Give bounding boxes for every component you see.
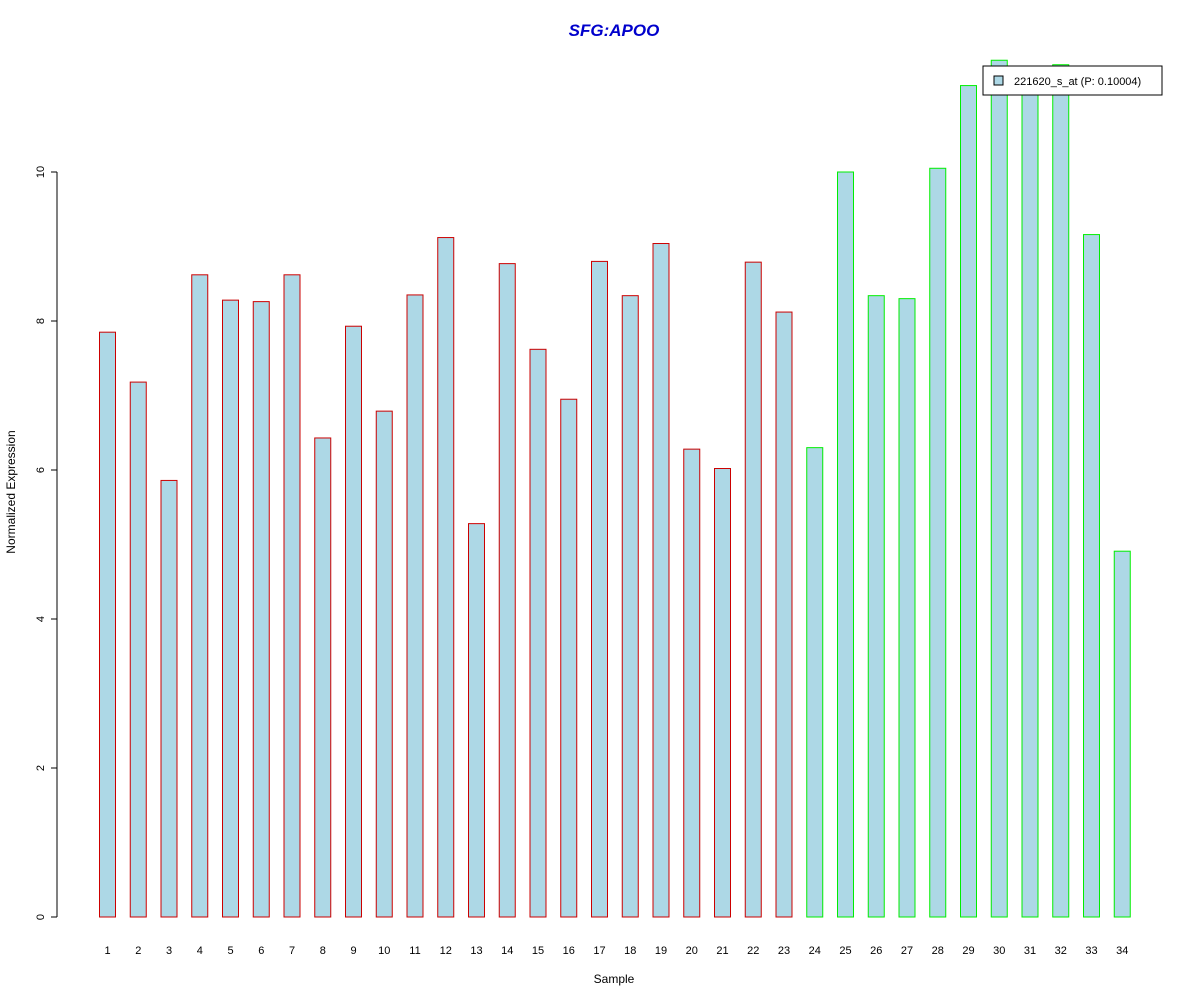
bar-sample-30 — [990, 59, 1008, 918]
y-tick-label: 10 — [35, 166, 47, 178]
x-tick-label: 8 — [320, 945, 326, 957]
bar-sample-23 — [775, 311, 793, 918]
bar-sample-28 — [929, 167, 947, 918]
bar-sample-19 — [652, 243, 670, 918]
y-tick-label: 0 — [35, 914, 47, 920]
x-tick-label: 19 — [655, 945, 667, 957]
x-tick-label: 4 — [197, 945, 203, 957]
bar-sample-21 — [714, 468, 731, 918]
y-tick-label: 4 — [35, 616, 47, 622]
x-tick-label: 15 — [532, 945, 544, 957]
x-tick-label: 24 — [809, 945, 821, 957]
x-tick-label: 21 — [716, 945, 728, 957]
y-axis-label: Normalized Expression — [4, 430, 18, 553]
x-tick-label: 9 — [350, 945, 356, 957]
bar-sample-12 — [437, 237, 455, 918]
x-tick-label: 12 — [440, 945, 452, 957]
bar-sample-2 — [129, 381, 147, 918]
bar-sample-10 — [375, 410, 393, 918]
legend-swatch — [993, 75, 1004, 86]
bar-sample-26 — [867, 295, 885, 918]
x-tick-label: 22 — [747, 945, 759, 957]
bar-sample-24 — [806, 447, 824, 918]
x-tick-label: 29 — [962, 945, 974, 957]
x-tick-label: 33 — [1085, 945, 1097, 957]
x-tick-label: 25 — [839, 945, 851, 957]
bar-sample-18 — [621, 295, 639, 918]
x-tick-label: 6 — [258, 945, 264, 957]
x-tick-label: 27 — [901, 945, 913, 957]
x-tick-label: 2 — [135, 945, 141, 957]
bar-sample-11 — [406, 294, 424, 918]
bar-sample-7 — [283, 274, 301, 918]
bar-sample-4 — [191, 274, 209, 918]
x-tick-label: 5 — [227, 945, 233, 957]
x-tick-label: 30 — [993, 945, 1005, 957]
bar-sample-34 — [1113, 550, 1131, 918]
bar-sample-27 — [898, 298, 916, 918]
y-tick-label: 2 — [35, 765, 47, 771]
bar-sample-6 — [252, 301, 270, 918]
x-tick-label: 13 — [470, 945, 482, 957]
x-tick-label: 16 — [563, 945, 575, 957]
y-tick-label: 8 — [35, 318, 47, 324]
bars-layer — [99, 59, 1131, 918]
bar-sample-15 — [529, 348, 547, 918]
bar-sample-5 — [222, 299, 239, 918]
x-tick-label: 32 — [1055, 945, 1067, 957]
y-ticks-layer: 0 2 4 6 8 10 — [35, 166, 57, 920]
chart-title: SFG:APOO — [569, 21, 660, 40]
x-tick-label: 34 — [1116, 945, 1128, 957]
bar-sample-17 — [591, 260, 608, 918]
y-tick-label: 6 — [35, 467, 47, 473]
x-tick-label: 28 — [932, 945, 944, 957]
x-ticks-layer: 1 2 3 4 5 6 7 8 9 10 11 12 13 14 15 16 17 18 19 20 21 22 23 24 2… — [104, 945, 1128, 957]
x-tick-label: 17 — [593, 945, 605, 957]
bar-sample-9 — [345, 325, 362, 918]
x-tick-label: 3 — [166, 945, 172, 957]
bar-sample-8 — [314, 437, 332, 918]
x-tick-label: 14 — [501, 945, 513, 957]
bar-sample-32 — [1052, 64, 1070, 918]
legend: 221620_s_at (P: 0.10004) — [982, 65, 1163, 96]
bar-sample-3 — [160, 479, 178, 918]
bar-sample-33 — [1083, 234, 1100, 918]
x-tick-label: 23 — [778, 945, 790, 957]
x-tick-label: 7 — [289, 945, 295, 957]
bar-sample-22 — [744, 261, 762, 918]
bar-sample-20 — [683, 448, 701, 918]
bar-sample-1 — [99, 331, 116, 918]
x-tick-label: 11 — [409, 945, 420, 957]
bar-sample-31 — [1021, 94, 1039, 918]
bar-sample-14 — [498, 263, 516, 918]
x-tick-label: 31 — [1024, 945, 1036, 957]
bar-sample-25 — [837, 171, 854, 918]
x-tick-label: 10 — [378, 945, 390, 957]
bar-sample-29 — [960, 85, 977, 918]
bar-sample-16 — [560, 398, 578, 918]
x-tick-label: 1 — [104, 945, 110, 957]
legend-box — [982, 65, 1163, 96]
legend-label: 221620_s_at (P: 0.10004) — [1014, 76, 1141, 88]
x-axis-label: Sample — [594, 972, 635, 986]
x-tick-label: 20 — [686, 945, 698, 957]
x-tick-label: 18 — [624, 945, 636, 957]
x-tick-label: 26 — [870, 945, 882, 957]
bar-sample-13 — [468, 523, 485, 918]
